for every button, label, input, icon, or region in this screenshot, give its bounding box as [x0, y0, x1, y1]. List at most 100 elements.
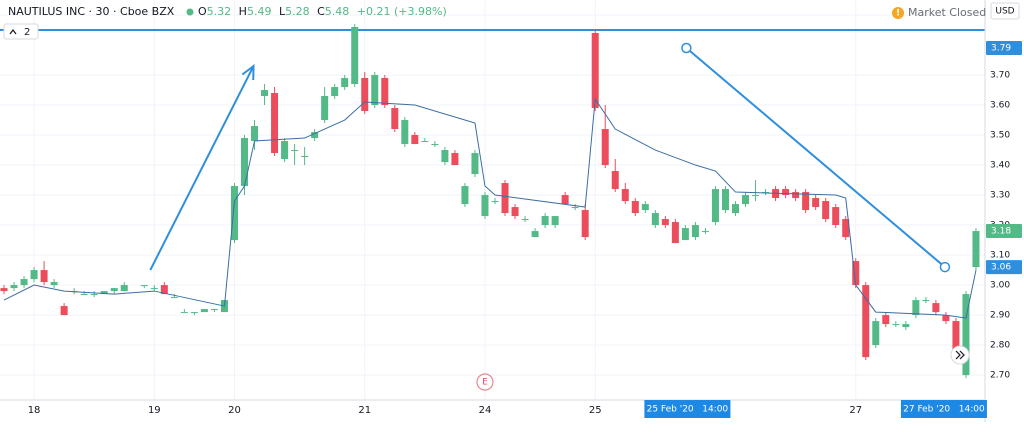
- candle-body: [611, 171, 619, 190]
- candle-body: [311, 132, 319, 139]
- y-tick-label: 2.80: [990, 341, 1010, 351]
- scroll-icon: [955, 350, 965, 360]
- candle-body: [381, 78, 389, 106]
- candle-body: [912, 300, 920, 316]
- currency-button[interactable]: [990, 2, 1020, 20]
- x-tick-label: 20: [228, 405, 241, 416]
- candle-body: [862, 285, 870, 358]
- arrow-head: [241, 63, 255, 81]
- candle-body: [471, 153, 479, 175]
- candle-body: [892, 324, 900, 326]
- legend-label: O: [198, 5, 207, 18]
- legend-label: C: [317, 5, 325, 18]
- candle-body: [100, 291, 108, 295]
- x-tick-label: 18: [28, 405, 41, 416]
- candle-body: [341, 78, 349, 88]
- y-tick-label: 3.50: [990, 131, 1010, 141]
- x-tick-label: 25: [589, 405, 602, 416]
- candle-body: [842, 219, 850, 238]
- candle-body: [721, 189, 729, 211]
- candle-body: [882, 315, 890, 325]
- indicator-line: [3, 97, 977, 319]
- candle-body: [561, 195, 569, 205]
- plot: E: [0, 24, 985, 391]
- candle-body: [90, 294, 98, 296]
- candle-body: [942, 315, 950, 322]
- y-tick-label: 2.70: [990, 371, 1010, 381]
- candle-body: [511, 207, 519, 217]
- candle-body: [50, 282, 58, 286]
- x-tick-label: 27: [849, 405, 862, 416]
- candle-body: [40, 270, 48, 283]
- legend-value: 5.49: [247, 5, 272, 18]
- candle-body: [742, 195, 750, 205]
- candle-body: [641, 204, 649, 211]
- legend-value: 5.28: [285, 5, 310, 18]
- candle-body: [281, 141, 289, 160]
- candle-body: [261, 90, 269, 97]
- candle-body: [691, 225, 699, 238]
- candle-body: [200, 309, 208, 313]
- candle-body: [521, 219, 529, 221]
- candle-body: [271, 93, 279, 154]
- candle-body: [60, 306, 68, 316]
- legend-label: L: [279, 5, 286, 18]
- trendline-handle: [939, 261, 951, 273]
- symbol-title: NAUTILUS INC · 30 · Cboe BZX: [8, 5, 175, 18]
- candle-body: [441, 150, 449, 163]
- event-marker: [476, 373, 494, 391]
- axes: 2.702.802.903.003.103.203.303.403.503.60…: [28, 11, 1022, 418]
- legend-value: 5.48: [325, 5, 350, 18]
- time-label: 25 Feb '20 14:00: [647, 405, 729, 415]
- candle-body: [681, 228, 689, 241]
- chevron-icon: [9, 29, 17, 35]
- price-label: 3.18: [991, 227, 1011, 237]
- time-axis: [0, 400, 985, 422]
- y-tick-label: 2.90: [990, 311, 1010, 321]
- candle-body: [932, 303, 940, 313]
- candle-body: [631, 201, 639, 214]
- candle-body: [571, 207, 579, 209]
- candle-body: [331, 87, 339, 97]
- indicator-toggle[interactable]: [3, 23, 39, 40]
- candle-body: [20, 279, 28, 286]
- indicator-count: 2: [24, 27, 30, 38]
- price-axis: [985, 0, 1024, 422]
- y-tick-label: 3.00: [990, 281, 1010, 291]
- candle-body: [591, 33, 599, 109]
- candle-body: [782, 189, 790, 196]
- candle-body: [621, 189, 629, 202]
- candle-body: [501, 183, 509, 214]
- candle-body: [902, 324, 910, 328]
- candle-body: [361, 78, 369, 112]
- candle-body: [972, 231, 980, 268]
- candle-body: [551, 216, 559, 226]
- candle-body: [802, 192, 810, 211]
- y-tick-label: 3.30: [990, 191, 1010, 201]
- candle-body: [0, 288, 8, 292]
- candle-body: [952, 321, 960, 352]
- candle-body: [391, 108, 399, 130]
- candle-body: [752, 195, 760, 197]
- header: NAUTILUS INC · 30 · Cboe BZX O5.32 H5.49…: [3, 2, 1020, 40]
- trendline: [685, 47, 946, 268]
- scroll-button[interactable]: [950, 345, 970, 365]
- trendline-handle: [681, 42, 692, 54]
- candle-body: [351, 27, 359, 85]
- candle-body: [962, 294, 970, 376]
- currency: USD: [995, 7, 1014, 17]
- candle-body: [160, 285, 168, 295]
- candle-body: [110, 288, 118, 292]
- candle-body: [531, 231, 539, 238]
- price-label: 3.06: [991, 263, 1011, 273]
- candle-body: [451, 153, 459, 166]
- candle-body: [120, 285, 128, 292]
- candle-body: [812, 198, 820, 208]
- price-label-box: [986, 224, 1022, 239]
- candle-body: [170, 297, 178, 299]
- status-icon-mark: !: [896, 9, 900, 19]
- candle-body: [80, 294, 88, 296]
- candle-body: [832, 207, 840, 226]
